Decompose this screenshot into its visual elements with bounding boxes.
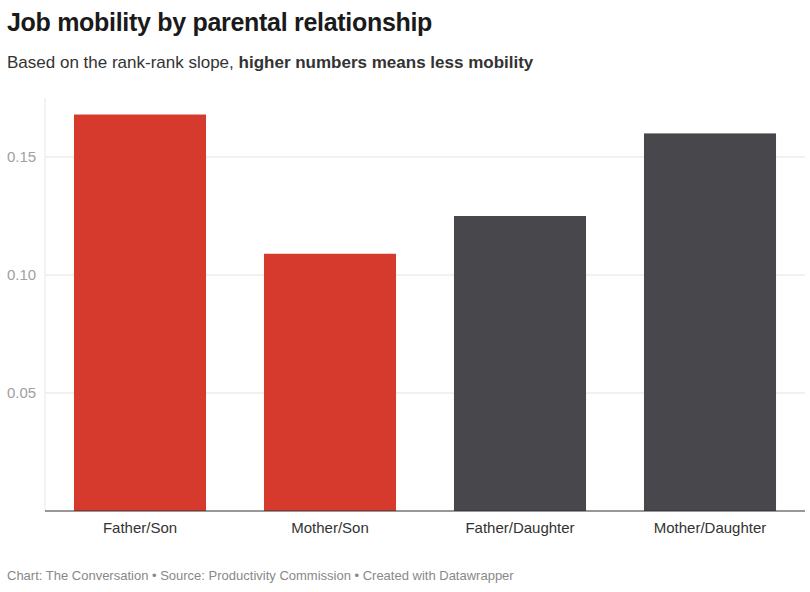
x-tick-label: Father/Daughter — [465, 519, 574, 536]
y-tick-label: 0.10 — [7, 266, 36, 283]
baseline — [45, 510, 805, 511]
bar — [644, 133, 776, 511]
chart: 0.05 0.10 0.15 Father/Son Mother/Son Father/D… — [0, 0, 810, 592]
x-tick-label: Mother/Daughter — [654, 519, 767, 536]
subtitle-part: Based on the rank-rank slope, — [7, 53, 234, 72]
bars — [74, 115, 776, 511]
y-axis-line — [45, 98, 46, 511]
x-tick-label: Father/Son — [103, 519, 177, 536]
y-tick-label: 0.05 — [7, 384, 36, 401]
source-note: Chart: The Conversation • Source: Produc… — [7, 568, 514, 583]
y-tick-label: 0.15 — [7, 148, 36, 165]
bar — [264, 254, 396, 511]
x-tick-label: Mother/Son — [291, 519, 369, 536]
bar — [454, 216, 586, 511]
subtitle-part: higher numbers means less mobility — [239, 53, 534, 72]
bar — [74, 115, 206, 511]
subtitle: Based on the rank-rank slope, higher num… — [7, 53, 533, 73]
title: Job mobility by parental relationship — [7, 8, 432, 37]
